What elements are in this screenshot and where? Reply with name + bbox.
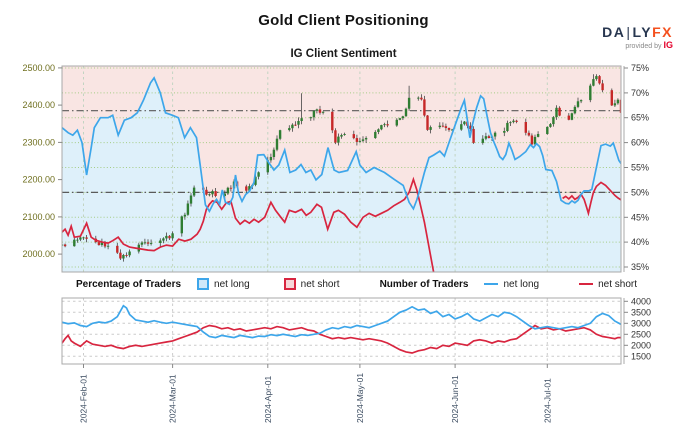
price-axis-left: 2000.00 2100.00 2200.00 2300.00 2400.00 2500.…	[22, 63, 62, 259]
provided-by-text: provided by	[625, 43, 662, 51]
svg-text:60%: 60%	[631, 138, 649, 148]
date-tick-label: 2024-Apr-01	[263, 375, 273, 423]
svg-text:2400.00: 2400.00	[22, 100, 55, 110]
chart-subtitle: IG Client Sentiment	[290, 48, 397, 60]
ig-logo: IG	[663, 40, 673, 51]
svg-text:65%: 65%	[631, 113, 649, 123]
svg-text:2000: 2000	[631, 340, 651, 350]
legend-label: net short	[598, 278, 637, 290]
legend-label: net long	[214, 278, 250, 290]
chart-legend: Percentage of Traders net long net short…	[76, 278, 637, 290]
dailyfx-logo: DA|LYFX provided by IG	[602, 24, 673, 51]
logo-ly: LY	[632, 24, 653, 40]
svg-text:40%: 40%	[631, 237, 649, 247]
provided-by-ig: provided by IG	[602, 40, 673, 51]
legend-label: net short	[300, 278, 340, 290]
svg-text:2000.00: 2000.00	[22, 249, 55, 259]
net-short-pct-line	[562, 181, 621, 217]
net-short-square-swatch	[283, 278, 296, 290]
page-title: Gold Client Positioning	[258, 12, 429, 29]
traders-gridlines	[62, 298, 621, 364]
svg-text:2300.00: 2300.00	[22, 137, 55, 147]
svg-text:2100.00: 2100.00	[22, 212, 55, 222]
legend-label: net long	[503, 278, 540, 290]
legend-item-num-net-short: net short	[579, 279, 637, 290]
date-tick-label: 2024-Mar-01	[168, 374, 178, 423]
legend-group-number: Number of Traders	[379, 278, 469, 290]
traders-plot-border	[61, 297, 622, 365]
svg-text:2500.00: 2500.00	[22, 63, 55, 73]
date-tick-label: 2024-Feb-01	[79, 374, 89, 423]
date-tick-label: 2024-Jun-01	[450, 375, 460, 423]
svg-text:4000: 4000	[631, 296, 651, 306]
legend-group-percentage: Percentage of Traders	[76, 278, 182, 290]
legend-item-num-net-long: net long	[484, 279, 539, 290]
svg-text:2200.00: 2200.00	[22, 175, 55, 185]
svg-text:1500: 1500	[631, 351, 651, 361]
svg-text:55%: 55%	[631, 163, 649, 173]
percent-axis-right: 35% 40% 45% 50% 55% 60% 65% 70% 75%	[623, 63, 649, 272]
logo-da: DA	[602, 24, 626, 40]
net-short-pct-line	[62, 176, 435, 272]
legend-item-pct-net-short: net short	[283, 278, 340, 290]
svg-text:2500: 2500	[631, 329, 651, 339]
candlesticks	[62, 74, 621, 262]
svg-text:3500: 3500	[631, 307, 651, 317]
date-tick-label: 2024-Jul-01	[542, 378, 552, 423]
legend-item-pct-net-long: net long	[197, 278, 250, 290]
date-axis: 2024-Feb-01 2024-Mar-01 2024-Apr-01 2024-Ma…	[79, 364, 552, 423]
svg-text:75%: 75%	[631, 63, 649, 73]
svg-text:45%: 45%	[631, 212, 649, 222]
svg-text:35%: 35%	[631, 262, 649, 272]
net-long-pct-line	[62, 76, 621, 214]
svg-text:70%: 70%	[631, 88, 649, 98]
logo-bar: |	[626, 24, 632, 40]
net-short-line-swatch	[579, 282, 594, 286]
svg-text:3000: 3000	[631, 318, 651, 328]
dailyfx-wordmark: DA|LYFX	[602, 24, 673, 40]
svg-text:50%: 50%	[631, 187, 649, 197]
price-panel: 2000.00 2100.00 2200.00 2300.00 2400.00 2500.…	[22, 63, 649, 273]
net-long-count-line	[62, 304, 621, 339]
date-tick-label: 2024-May-01	[355, 373, 365, 423]
net-short-count-line	[62, 324, 621, 354]
main-plot-border	[61, 65, 622, 273]
net-long-line-swatch	[484, 282, 499, 286]
logo-fx: FX	[652, 24, 673, 40]
net-long-square-swatch	[197, 278, 210, 290]
